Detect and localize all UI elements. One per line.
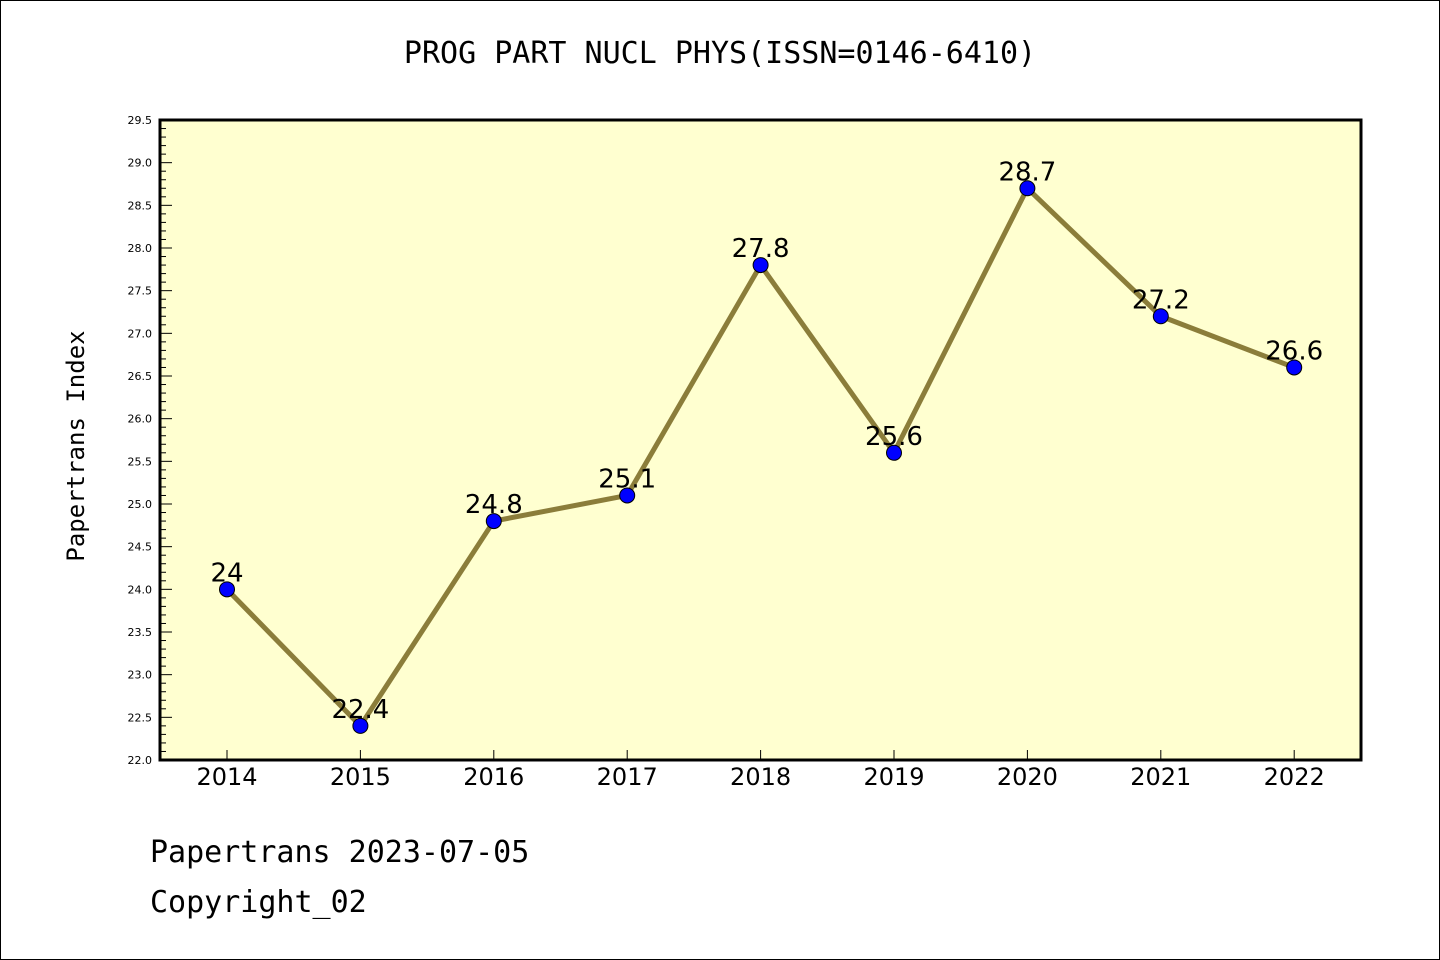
y-tick-label: 27.5	[128, 285, 153, 298]
plot-area	[158, 118, 1363, 762]
y-tick-label: 22.5	[128, 711, 153, 724]
series-layer: 24 22.4 24.8 25.1 27.8 25.6 28.7 27.2 26.6	[210, 157, 1323, 734]
data-point	[485, 513, 502, 530]
x-tick-label: 2016	[463, 763, 524, 791]
x-tick-label: 2020	[997, 763, 1058, 791]
data-point	[219, 581, 235, 598]
y-tick-label: 25.0	[128, 498, 153, 511]
y-tick-label: 27.0	[128, 327, 153, 340]
y-tick-label: 29.0	[128, 157, 153, 170]
data-label: 24.8	[465, 490, 523, 520]
y-axis-label: Papertrans Index	[62, 330, 90, 561]
x-tick-label: 2019	[863, 763, 924, 791]
data-label: 28.7	[998, 157, 1056, 187]
y-tick-label: 22.0	[128, 754, 153, 767]
data-point	[619, 487, 636, 504]
footer-date: Papertrans 2023-07-05	[150, 835, 530, 870]
y-axis-ticks: 22.0 22.5 23.0 23.5 24.0 24.5 25.0 25.5 26.0 26.5…	[128, 114, 172, 767]
data-point	[1152, 308, 1169, 325]
y-tick-label: 28.5	[128, 199, 153, 212]
y-tick-label: 26.0	[128, 413, 153, 426]
y-tick-label: 26.5	[128, 370, 153, 383]
x-tick-label: 2021	[1130, 763, 1191, 791]
data-point	[886, 444, 902, 461]
data-point	[352, 717, 369, 734]
data-label: 25.1	[598, 464, 656, 494]
data-label: 27.2	[1132, 285, 1190, 315]
y-tick-label: 24.0	[128, 583, 153, 596]
data-point	[1019, 180, 1036, 197]
y-tick-label: 23.5	[128, 626, 153, 639]
x-tick-label: 2017	[597, 763, 658, 791]
y-tick-label: 25.5	[128, 455, 153, 468]
data-label: 27.8	[732, 234, 790, 264]
data-label: 26.6	[1265, 336, 1323, 366]
data-label: 25.6	[865, 422, 923, 452]
y-tick-label: 28.0	[128, 242, 153, 255]
data-point	[752, 257, 769, 274]
data-point	[1286, 359, 1303, 376]
chart-title: PROG PART NUCL PHYS(ISSN=0146-6410)	[403, 36, 1037, 71]
data-label: 22.4	[331, 695, 389, 725]
data-label: 24	[210, 558, 243, 588]
x-tick-label: 2022	[1264, 763, 1325, 791]
y-tick-label: 24.5	[128, 541, 153, 554]
x-axis-ticks: 2014 2015 2016 2017 2018 2019 2020 2021 2022	[196, 750, 1325, 791]
x-tick-label: 2014	[196, 763, 257, 791]
footer-copyright: Copyright_02	[150, 885, 367, 920]
y-tick-label: 23.0	[128, 669, 153, 682]
x-tick-label: 2015	[330, 763, 391, 791]
x-tick-label: 2018	[730, 763, 791, 791]
y-tick-label: 29.5	[128, 114, 153, 127]
